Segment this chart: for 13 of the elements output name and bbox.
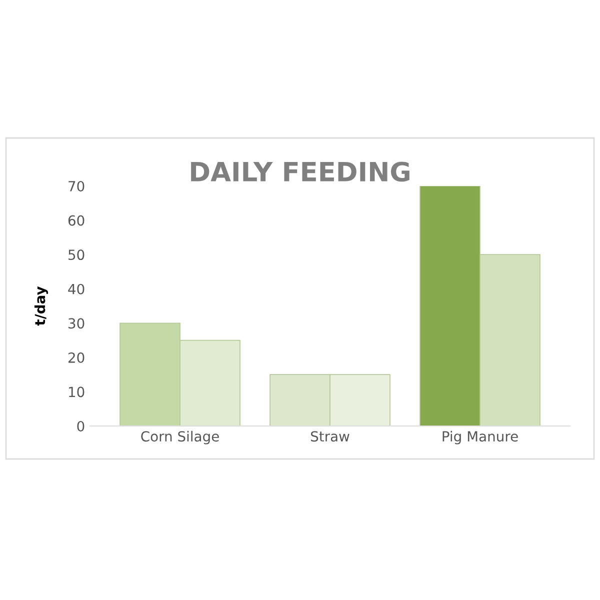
- chart-title: DAILY FEEDING: [191, 162, 410, 182]
- y-tick-label: 70: [68, 180, 84, 192]
- x-tick-label: Corn Silage: [141, 430, 219, 444]
- y-tick-label: 30: [68, 318, 84, 329]
- y-tick-label: 60: [68, 215, 84, 226]
- y-tick-label: 20: [68, 352, 84, 363]
- y-tick-label: 40: [68, 284, 84, 294]
- y-tick-label: 10: [68, 386, 84, 398]
- x-tick-label: Straw: [310, 431, 350, 442]
- x-tick-label: Pig Manure: [442, 430, 518, 444]
- y-tick-label: 50: [68, 250, 84, 260]
- y-tick-label: 0: [77, 420, 84, 432]
- y-axis-title: t/day: [34, 286, 48, 326]
